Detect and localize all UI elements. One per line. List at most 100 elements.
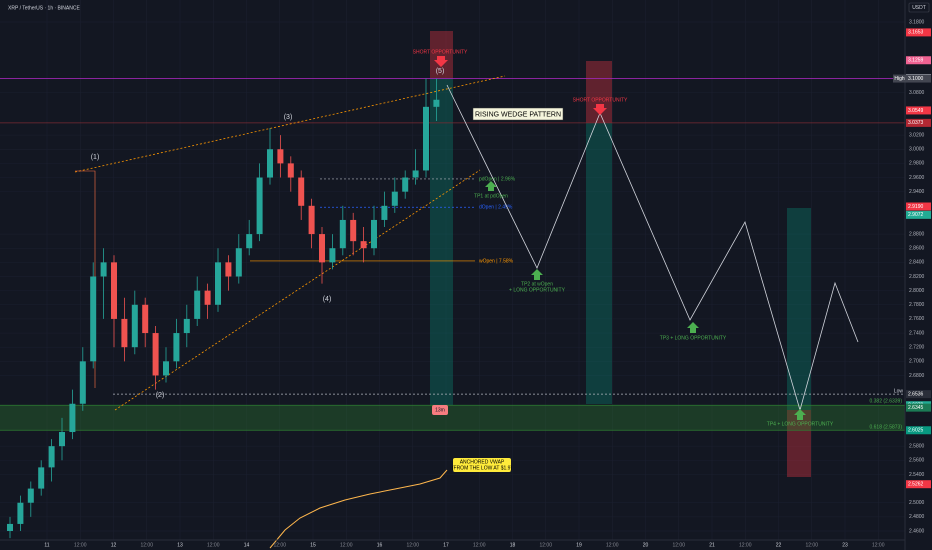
- y-tick-label: 2.5400: [909, 472, 925, 478]
- fib-label: 0.618 (2.5873): [869, 424, 902, 430]
- timer: 13m: [435, 407, 445, 413]
- price-badge: [906, 426, 931, 435]
- y-tick-label: 2.7000: [909, 359, 925, 365]
- axis-labels: 11 12:00 12 12:00 13 12:00 14 12:00 15 12:00 16 12:…: [44, 19, 931, 548]
- candle-body: [256, 177, 263, 235]
- tp-label: TP4 + LONG OPPORTUNITY: [767, 421, 834, 427]
- y-tick-label: 2.7800: [909, 302, 925, 308]
- candle-body: [339, 219, 346, 249]
- vwap-label: ANCHORED VWAP: [460, 459, 505, 465]
- price-badge-label: 2.6025: [908, 428, 924, 434]
- x-tick-label: 21: [709, 542, 715, 548]
- x-tick-label: 14: [244, 542, 250, 548]
- price-badge: [906, 56, 931, 65]
- x-tick-label: 12:00: [273, 542, 286, 548]
- grid: [0, 0, 905, 540]
- candle-body: [173, 333, 180, 362]
- candle-body: [111, 262, 117, 319]
- price-badge-label: 2.5262: [908, 482, 924, 488]
- price-badge: [906, 106, 931, 115]
- target-zone: [430, 78, 453, 405]
- y-tick-label: 2.4600: [909, 528, 925, 534]
- candle-body: [350, 219, 357, 242]
- y-tick-label: 2.8200: [909, 274, 925, 280]
- candle-body: [194, 290, 201, 319]
- x-tick-label: 12:00: [872, 542, 885, 548]
- candle-body: [100, 262, 107, 277]
- tp-label: TP2 at wOpen: [521, 281, 553, 287]
- wedge-label: RISING WEDGE PATTERN: [475, 111, 561, 118]
- candle-body: [360, 241, 367, 249]
- candle-body: [246, 234, 253, 249]
- price-badge-label: 2.9190: [908, 204, 924, 210]
- support-zone: [0, 405, 905, 431]
- x-tick-label: 12:00: [606, 542, 619, 548]
- candle-body: [131, 304, 138, 348]
- price-badge: [906, 390, 931, 399]
- y-tick-label: 2.7400: [909, 330, 925, 336]
- y-tick-label: 2.7600: [909, 316, 925, 322]
- levels: pdOpen | 2.96% dOpen | 2.49% wOpen | 7.58%: [0, 78, 905, 431]
- price-badge-label: 3.1653: [908, 30, 924, 36]
- candle-body: [381, 205, 388, 220]
- candle-body: [204, 290, 211, 305]
- price-badge: [906, 480, 931, 489]
- y-tick-label: 2.8800: [909, 231, 925, 237]
- wave-label: (2): [156, 392, 165, 399]
- candle-body: [48, 446, 55, 468]
- candle-body: [298, 177, 305, 206]
- wedge-upper: [74, 75, 506, 173]
- price-badge-label: 3.1259: [908, 58, 924, 64]
- candle-body: [90, 276, 97, 362]
- x-tick-label: 16: [377, 542, 383, 548]
- price-badge: [906, 403, 931, 412]
- price-badge: [906, 28, 931, 37]
- candle-body: [308, 205, 315, 235]
- short-zone: [430, 31, 453, 78]
- wave-label: (1): [91, 154, 100, 161]
- tp-label: TP1 at pdOpen: [474, 193, 508, 199]
- candle-body: [59, 432, 65, 447]
- short-arrow: [593, 104, 607, 115]
- anchored-vwap: [269, 469, 448, 549]
- x-tick-label: 17: [443, 542, 449, 548]
- price-axis: [905, 0, 932, 550]
- vwap-label-box: [453, 458, 511, 472]
- candle-body: [183, 318, 190, 334]
- x-tick-label: 12:00: [805, 542, 818, 548]
- x-tick-label: 22: [776, 542, 782, 548]
- wave-label: (3): [284, 114, 293, 121]
- y-tick-label: 2.5800: [909, 443, 925, 449]
- price-badge-label: 3.0373: [908, 120, 924, 126]
- y-tick-label: 2.8400: [909, 260, 925, 266]
- y-tick-label: 2.8600: [909, 246, 925, 252]
- price-badge-label: 2.9072: [908, 212, 924, 218]
- y-tick-label: 2.5000: [909, 500, 925, 506]
- high-label: High: [894, 76, 905, 82]
- candle-body: [225, 262, 232, 277]
- y-tick-label: 3.1800: [909, 19, 925, 25]
- tp-arrow: [485, 181, 497, 191]
- y-tick-label: 3.0000: [909, 147, 925, 153]
- x-tick-label: 12:00: [140, 542, 153, 548]
- y-tick-label: 2.5600: [909, 458, 925, 464]
- candle-body: [235, 248, 242, 277]
- target-zone: [586, 123, 612, 404]
- candle-body: [267, 149, 273, 178]
- price-badge-label: 2.6345: [908, 405, 924, 411]
- x-tick-label: 23: [842, 542, 848, 548]
- y-tick-label: 2.7200: [909, 345, 925, 351]
- short-arrow: [434, 56, 448, 67]
- candle-body: [69, 403, 76, 433]
- y-tick-label: 2.6800: [909, 373, 925, 379]
- y-tick-label: 3.0200: [909, 132, 925, 138]
- level-label: dOpen | 2.49%: [479, 205, 513, 211]
- tp-label: TP3 + LONG OPPORTUNITY: [660, 335, 727, 341]
- candle-body: [17, 502, 24, 524]
- price-badge-label: 2.6536: [908, 391, 924, 397]
- x-tick-label: 12: [111, 542, 117, 548]
- timer-box: [432, 405, 448, 415]
- currency: USDT: [912, 5, 926, 11]
- candle-body: [371, 219, 377, 249]
